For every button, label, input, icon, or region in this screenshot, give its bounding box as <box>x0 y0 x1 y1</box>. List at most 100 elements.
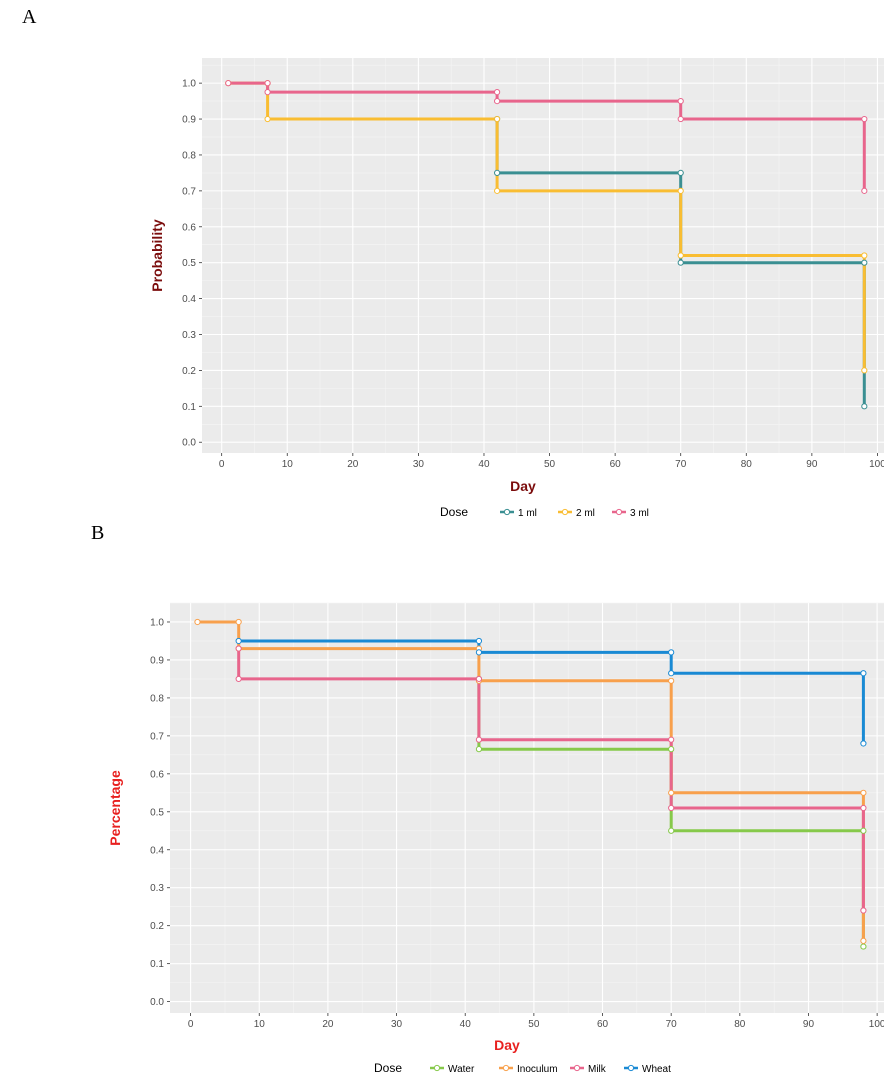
chart-a-series-3-ml-point <box>677 115 684 123</box>
chart-b-series-inoculum-point <box>235 618 242 626</box>
chart-b-series-wheat-point <box>475 637 483 645</box>
chart-b-series-wheat-point <box>668 649 675 656</box>
chart-b-series-inoculum-point <box>194 618 201 626</box>
chart-b-y-tick-label: 0.7 <box>150 731 164 742</box>
chart-b-series-wheat-point <box>475 649 483 656</box>
chart-a-series-3-ml-point <box>493 89 501 96</box>
chart-a-series-3-ml-point <box>677 97 684 105</box>
chart-a-legend-1-ml-label: 1 ml <box>518 508 537 519</box>
chart-b-x-tick-label: 0 <box>188 1019 194 1030</box>
chart-a-x-tick-label: 20 <box>347 459 359 470</box>
chart-b-y-tick-label: 1.0 <box>150 617 164 628</box>
chart-b-x-tick-label: 100 <box>869 1019 884 1030</box>
chart-a-x-tick-label: 70 <box>675 459 687 470</box>
chart-b-x-tick-label: 60 <box>597 1019 609 1030</box>
chart-b-y-tick-label: 0.6 <box>150 769 164 780</box>
chart-b-y-tick-label: 0.9 <box>150 655 164 666</box>
chart-a-legend-2-ml-key-marker <box>561 508 569 516</box>
chart-b-x-tick-label: 70 <box>666 1019 678 1030</box>
chart-a-x-tick-label: 80 <box>741 459 753 470</box>
chart-a-series-3-ml-point <box>264 89 271 96</box>
chart-a-series-1-ml-point <box>861 259 868 266</box>
chart-b-x-tick-label: 90 <box>803 1019 815 1030</box>
chart-b-y-tick-label: 0.2 <box>150 921 164 932</box>
chart-a-y-axis-label: Probability <box>149 219 165 292</box>
chart-b-x-tick-label: 40 <box>460 1019 472 1030</box>
chart-a-legend-2-ml-label: 2 ml <box>576 508 595 519</box>
chart-b-series-water-point <box>475 746 483 753</box>
chart-b-legend-wheat-key-marker <box>627 1064 635 1072</box>
chart-b-legend-inoculum-label: Inoculum <box>517 1064 558 1075</box>
chart-b-y-axis-label: Percentage <box>107 770 123 846</box>
chart-a-series-2-ml-point <box>677 187 684 194</box>
chart-b-series-milk-point <box>475 736 483 743</box>
chart-a-legend-title: Dose <box>440 505 468 519</box>
chart-a-y-tick-label: 0.8 <box>182 150 196 161</box>
chart-a-x-tick-label: 90 <box>806 459 818 470</box>
chart-a-series-2-ml-point <box>677 252 684 259</box>
chart-a-y-tick-label: 0.7 <box>182 186 196 197</box>
chart-a-series-2-ml-point <box>493 187 501 194</box>
chart-a-series-1-ml-point <box>493 169 501 177</box>
chart-a-legend-1-ml-key-marker <box>503 508 511 516</box>
chart-a-x-axis-label: Day <box>510 478 536 494</box>
chart-b-series-milk-point <box>668 804 675 812</box>
chart-b-legend-wheat-label: Wheat <box>642 1064 671 1075</box>
chart-b-y-tick-label: 0.0 <box>150 997 164 1008</box>
chart-a-y-tick-label: 0.2 <box>182 366 196 377</box>
chart-b-x-tick-label: 50 <box>528 1019 540 1030</box>
chart-b-series-wheat-point <box>860 670 867 677</box>
chart-b-series-inoculum-point <box>668 677 675 684</box>
chart-b-series-milk-line <box>237 648 865 911</box>
chart-a-x-tick-label: 40 <box>478 459 490 470</box>
chart-b-series-inoculum-point <box>668 789 675 796</box>
chart-a-series-2-ml-point <box>861 367 868 374</box>
chart-b-y-tick-label: 0.1 <box>150 959 164 970</box>
chart-a-legend-3-ml-label: 3 ml <box>630 508 649 519</box>
chart-a-x-tick-label: 100 <box>869 459 884 470</box>
chart-a-y-tick-label: 1.0 <box>182 79 196 90</box>
panel-label-a: A <box>22 6 37 28</box>
chart-a-x-tick-label: 60 <box>610 459 622 470</box>
chart-a-y-tick-label: 0.5 <box>182 258 196 269</box>
chart-a-series-2-ml-point <box>493 115 501 123</box>
chart-b-y-tick-label: 0.8 <box>150 693 164 704</box>
chart-b-series-milk-point <box>860 804 867 812</box>
chart-b-series-milk-point <box>235 675 242 683</box>
chart-b-series-inoculum-point <box>860 937 867 944</box>
chart-b-series-water-point <box>860 943 867 950</box>
chart-b-legend-water-key-marker <box>433 1064 441 1072</box>
chart-a-series-2-ml-point <box>264 115 271 123</box>
chart-a-series-3-ml-point <box>264 80 271 87</box>
chart-a-series-1-ml-point <box>677 169 684 177</box>
chart-a-series-2-ml-point <box>861 252 868 259</box>
chart-a-x-tick-label: 10 <box>282 459 294 470</box>
chart-a-series-3-ml-point <box>861 187 868 194</box>
chart-b-x-tick-label: 80 <box>734 1019 746 1030</box>
chart-b-legend-water-label: Water <box>448 1064 475 1075</box>
chart-a-series-3-ml-point <box>493 97 501 105</box>
chart-a-y-tick-label: 0.3 <box>182 330 196 341</box>
panel-label-b: B <box>91 522 105 544</box>
chart-a-x-tick-label: 50 <box>544 459 556 470</box>
chart-b-y-tick-label: 0.5 <box>150 807 164 818</box>
chart-b-legend-milk-key-marker <box>573 1064 581 1072</box>
chart-b-series-milk-point <box>235 645 242 652</box>
chart-a-series-3-ml-point <box>225 80 232 87</box>
chart-b-x-tick-label: 20 <box>322 1019 334 1030</box>
chart-b-series-milk-point <box>475 675 483 683</box>
chart-a-series-3-ml-point <box>861 115 868 123</box>
chart-a-y-tick-label: 0.0 <box>182 438 196 449</box>
chart-b-series-milk-point <box>860 907 867 914</box>
chart-a-y-tick-label: 0.9 <box>182 115 196 126</box>
chart-b-series-milk-point <box>668 736 675 743</box>
chart-b-series-water-point <box>668 827 675 834</box>
chart-b-legend-inoculum-key-marker <box>502 1064 510 1072</box>
chart-a-y-tick-label: 0.6 <box>182 222 196 233</box>
chart-a-y-tick-label: 0.1 <box>182 402 196 413</box>
chart-a-series-1-ml-point <box>677 259 684 266</box>
chart-b-series-wheat-point <box>860 740 867 747</box>
chart-b-series-wheat-point <box>235 637 242 645</box>
chart-a-x-tick-label: 30 <box>413 459 425 470</box>
